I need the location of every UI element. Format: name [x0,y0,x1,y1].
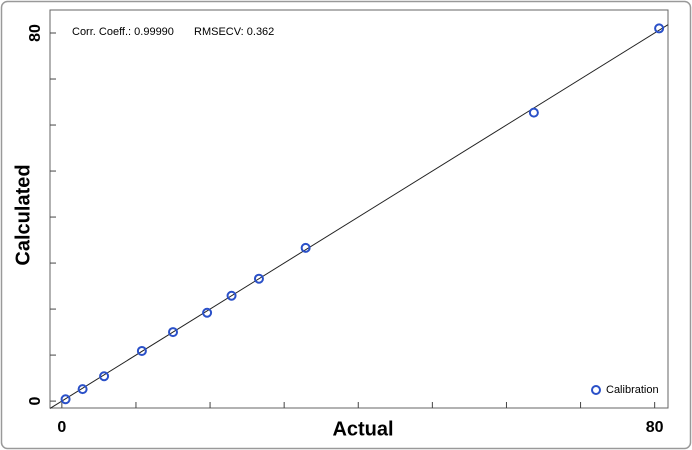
annotation: RMSECV: 0.362 [194,26,274,38]
point [226,290,237,301]
point [136,345,147,356]
x-axis-title: Actual [332,418,393,440]
point [168,327,179,338]
y-tick-label: 80 [27,24,44,42]
annotation: Corr. Coeff.: 0.99990 [72,26,174,38]
point [300,242,311,253]
point [77,384,88,395]
point [202,307,213,318]
point [253,273,264,284]
x-tick-label: 80 [646,419,664,436]
point [528,107,539,118]
point [99,371,110,382]
x-tick-label: 0 [57,419,66,436]
fit-line [49,24,669,409]
point [654,23,665,34]
plot-frame [49,9,669,409]
point [60,394,71,405]
legend-label: Calibration [606,384,659,396]
legend-marker [591,385,601,395]
y-tick-label: 0 [27,397,44,406]
y-axis-title: Calculated [12,164,34,265]
